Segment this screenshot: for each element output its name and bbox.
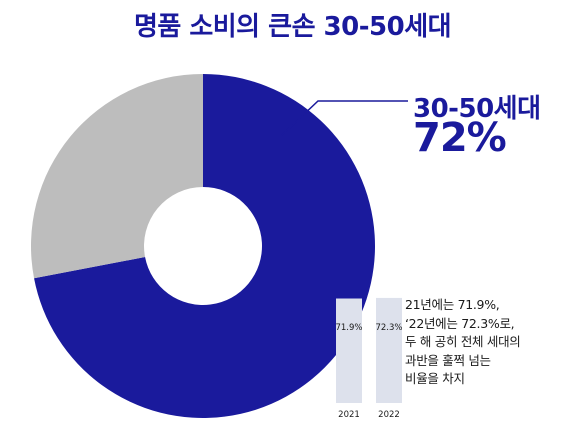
callout-leader-line — [279, 100, 408, 138]
callout-label: 30-50세대 — [413, 94, 541, 124]
note-line: 두 해 공히 전체 세대의 — [405, 334, 521, 349]
donut-slice — [30, 74, 203, 279]
bar — [336, 298, 362, 403]
chart-title: 명품 소비의 큰손 30-50세대 — [133, 12, 452, 42]
bar-value-label: 71.9% — [335, 323, 362, 333]
bar — [376, 297, 402, 403]
bar-category-label: 2021 — [338, 410, 360, 420]
note-line: 과반을 훌쩍 넘는 — [405, 352, 491, 368]
donut-slice — [34, 74, 376, 418]
bar-value-label: 72.3% — [375, 323, 402, 333]
note-line: 21년에는 71.9%, — [405, 297, 500, 312]
note-line: 비율을 차지 — [405, 371, 465, 386]
bar-category-label: 2022 — [378, 410, 400, 420]
annotation-note: 21년에는 71.9%, ‘22년에는 72.3%로, 두 해 공히 전체 세대… — [405, 296, 580, 389]
note-line: ‘22년에는 72.3%로, — [405, 315, 515, 331]
callout-value: 72% — [413, 115, 507, 161]
